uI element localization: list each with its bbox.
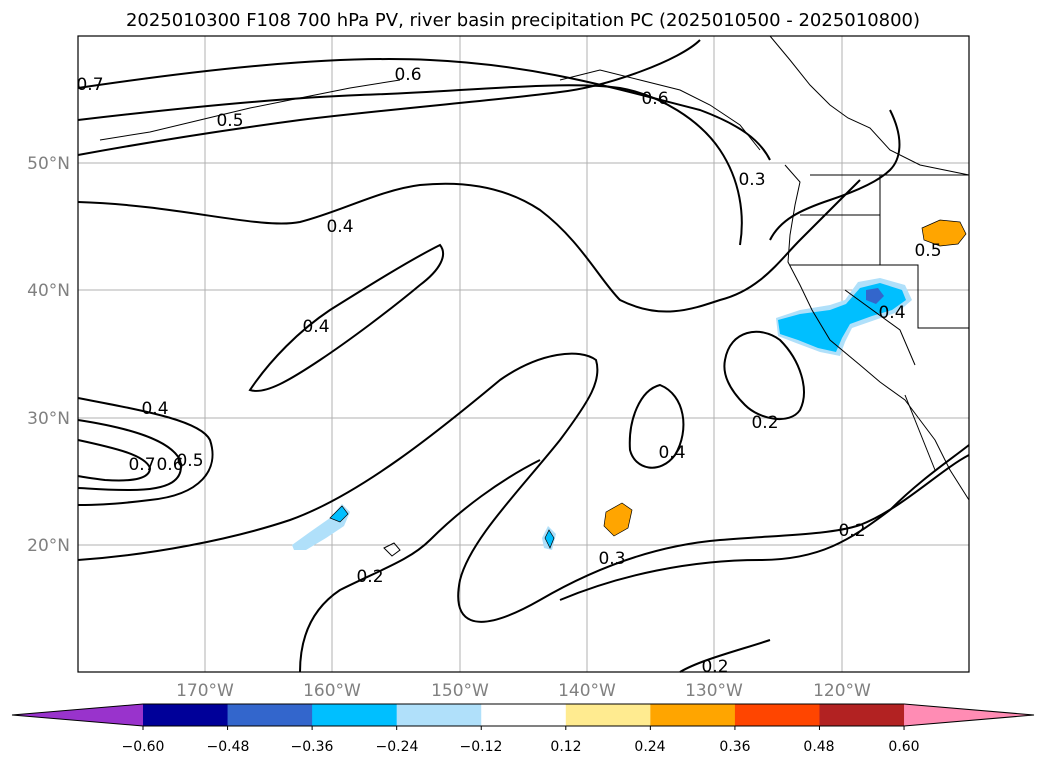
contour-0p4-closed-2	[628, 383, 685, 469]
contour-label: 0.2	[356, 567, 383, 587]
colorbar-extend-max	[904, 704, 1034, 726]
colorbar-tick-label: −0.36	[291, 739, 334, 755]
contour-0p6-west	[77, 439, 152, 482]
contour-0p5-east	[769, 109, 901, 241]
contour-0p3-south	[77, 352, 970, 623]
contour-label: 0.4	[302, 317, 329, 337]
state-borders	[879, 175, 969, 329]
colorbar-tick-label: 0.12	[550, 739, 581, 755]
lat-labels: 50°N 40°N 30°N 20°N	[27, 154, 70, 556]
contour-label: 0.6	[641, 89, 668, 109]
contour-0p6-north	[77, 84, 743, 246]
contour-label: 0.5	[914, 241, 941, 261]
colorbar-tick-label: 0.24	[634, 739, 665, 755]
contour-0p2-bottom	[679, 639, 771, 673]
contour-0p5-north	[77, 39, 701, 156]
contour-label: 0.4	[141, 399, 168, 419]
lon-label: 120°W	[813, 681, 871, 701]
contour-label: 0.3	[738, 170, 765, 190]
colorbar-tick-label: 0.60	[888, 739, 919, 755]
lat-label: 30°N	[27, 409, 70, 429]
precip-fill-sierra-dark	[866, 288, 884, 304]
colorbar-tick-label: −0.48	[207, 739, 250, 755]
precip-fills	[292, 219, 967, 550]
map-panel: 0.7 0.6 0.5 0.6 0.3 0.4 0.4 0.4 0.7 0.6 …	[76, 35, 970, 677]
contour-0p2-south	[299, 459, 541, 673]
lon-label: 130°W	[685, 681, 743, 701]
contour-label: 0.2	[751, 413, 778, 433]
colorbar-segment	[227, 704, 313, 726]
contour-label: 0.4	[658, 443, 685, 463]
colorbar-segment	[565, 704, 651, 726]
contour-label: 0.2	[838, 521, 865, 541]
colorbar-segment	[143, 704, 229, 726]
baja-coast	[904, 394, 936, 471]
precip-fill-orange-ocean	[603, 502, 633, 537]
pv-contours	[77, 39, 970, 673]
lon-label: 160°W	[303, 681, 361, 701]
colorbar-segment	[650, 704, 736, 726]
lat-label: 40°N	[27, 281, 70, 301]
contour-label: 0.2	[701, 657, 728, 677]
contour-0p5-west	[77, 419, 182, 492]
contour-0p4-closed	[248, 243, 445, 392]
contour-0p7-north	[77, 58, 771, 161]
coastline-canada	[769, 35, 970, 176]
contour-label: 0.7	[128, 455, 155, 475]
state-borders-2	[790, 214, 916, 366]
contour-label: 0.6	[156, 455, 183, 475]
contour-label: 0.4	[878, 303, 905, 323]
coastline-alaska	[559, 69, 761, 151]
contour-0p2-east	[559, 444, 970, 601]
colorbar-tick-label: 0.48	[803, 739, 834, 755]
lat-label: 50°N	[27, 154, 70, 174]
colorbar-segment	[312, 704, 398, 726]
contour-label: 0.3	[598, 549, 625, 569]
map-frame	[77, 35, 970, 673]
lat-label: 20°N	[27, 536, 70, 556]
colorbar-segment	[734, 704, 820, 726]
lon-label: 150°W	[431, 681, 489, 701]
colorbar-tick-label: −0.12	[460, 739, 503, 755]
contour-label: 0.5	[216, 111, 243, 131]
contour-label: 0.4	[326, 217, 353, 237]
colorbar-segment	[481, 704, 567, 726]
hawaii-island	[383, 542, 401, 557]
colorbar-tick-label: −0.60	[122, 739, 165, 755]
contour-label: 0.6	[394, 65, 421, 85]
lon-label: 140°W	[558, 681, 616, 701]
map-background	[78, 36, 969, 672]
lon-label: 170°W	[176, 681, 234, 701]
colorbar-extend-min	[12, 704, 143, 726]
colorbar-tick-label: −0.24	[376, 739, 419, 755]
colorbar	[11, 703, 1035, 730]
colorbar-ticks: −0.60 −0.48 −0.36 −0.24 −0.12 0.12 0.24 …	[122, 739, 920, 755]
lon-labels: 170°W 160°W 150°W 140°W 130°W 120°W	[176, 681, 871, 701]
contour-label: 0.7	[76, 75, 103, 95]
aleutian-islands	[99, 79, 401, 141]
contour-labels: 0.7 0.6 0.5 0.6 0.3 0.4 0.4 0.4 0.7 0.6 …	[76, 65, 941, 677]
colorbar-segment	[819, 704, 905, 726]
contour-0p2-closed	[723, 330, 805, 421]
precip-fill-small	[544, 529, 555, 549]
precip-fill-hawaii	[329, 505, 349, 523]
contour-0p4-mid	[77, 179, 861, 313]
precip-fill-idaho	[921, 219, 967, 247]
colorbar-tick-label: 0.36	[719, 739, 750, 755]
contour-0p4-west	[77, 397, 214, 506]
contour-label: 0.5	[176, 451, 203, 471]
colorbar-segment	[396, 704, 482, 726]
chart-title: 2025010300 F108 700 hPa PV, river basin …	[126, 10, 920, 31]
